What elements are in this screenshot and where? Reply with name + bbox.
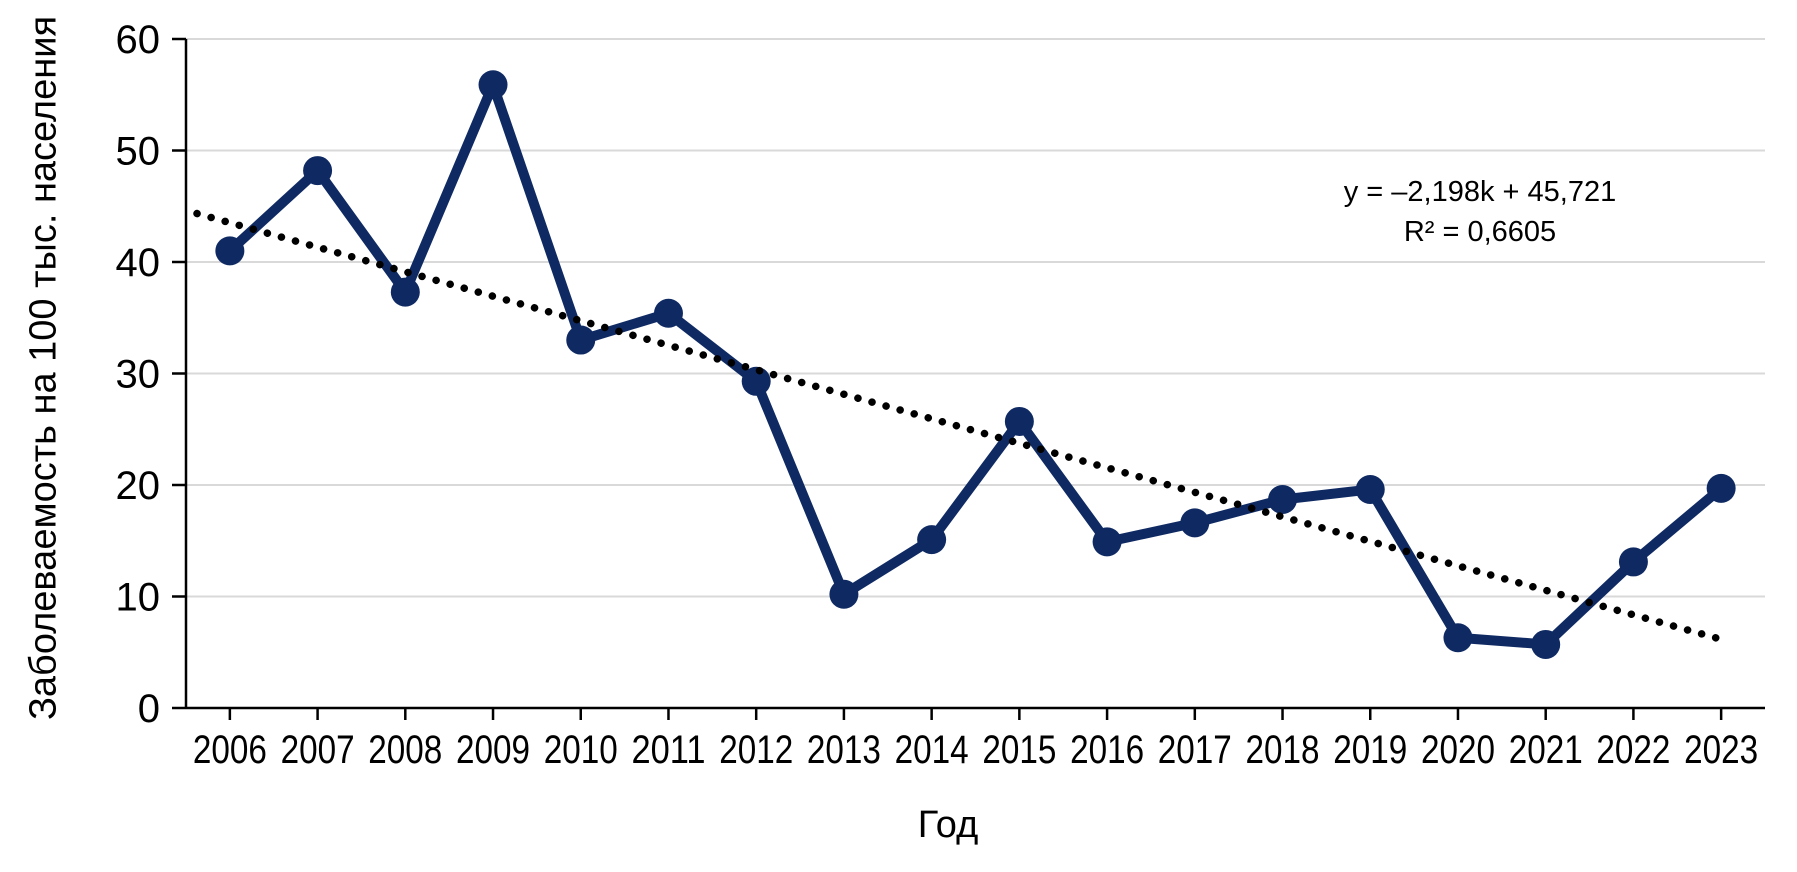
data-point-marker: [566, 325, 596, 355]
x-tick-label: 2013: [807, 728, 881, 772]
y-tick-label: 30: [116, 353, 161, 397]
y-tick-label: 40: [116, 241, 161, 285]
data-point-marker: [1706, 473, 1736, 503]
x-tick-label: 2006: [193, 728, 267, 772]
data-point-marker: [829, 579, 859, 609]
series-line: [224, 79, 1727, 650]
x-tick-label: 2010: [544, 728, 618, 772]
x-tick-label: 2023: [1684, 728, 1758, 772]
x-tick-label: 2017: [1158, 728, 1232, 772]
x-tick-label: 2008: [368, 728, 442, 772]
x-tick-label: 2014: [895, 728, 969, 772]
y-tick-label: 50: [116, 130, 161, 174]
trendline-annotation: y = –2,198k + 45,721 R² = 0,6605: [1344, 172, 1617, 252]
data-point-marker: [653, 298, 683, 328]
data-point-marker: [1355, 474, 1385, 504]
trendline: [193, 209, 1721, 642]
x-tick-label: 2012: [719, 728, 793, 772]
data-point-marker: [1443, 623, 1473, 653]
data-point-marker: [917, 525, 947, 555]
data-point-marker: [1092, 527, 1122, 557]
x-tick-label: 2009: [456, 728, 530, 772]
x-tick-label: 2018: [1246, 728, 1320, 772]
x-tick-label: 2022: [1596, 728, 1670, 772]
data-point-marker: [478, 70, 508, 100]
y-tick-label: 20: [116, 464, 161, 508]
data-point-marker: [303, 156, 333, 186]
data-point-marker: [215, 236, 245, 266]
data-point-marker: [1180, 508, 1210, 538]
y-tick-label: 10: [116, 576, 161, 620]
trendline-r2: R² = 0,6605: [1403, 216, 1557, 248]
x-tick-label: 2015: [982, 728, 1056, 772]
y-axis-title: Заболеваемость на 100 тыс. населения: [22, 15, 65, 721]
x-tick-label: 2019: [1333, 728, 1407, 772]
x-axis-title: Год: [917, 804, 979, 846]
x-tick-label: 2020: [1421, 728, 1495, 772]
data-point-marker: [741, 366, 771, 396]
x-tick-label: 2011: [631, 728, 705, 772]
y-tick-label: 0: [138, 687, 160, 731]
data-point-marker: [390, 277, 420, 307]
trendline-equation: y = –2,198k + 45,721: [1343, 176, 1617, 208]
x-tick-label: 2007: [281, 728, 355, 772]
data-point-marker: [1618, 547, 1648, 577]
y-tick-label: 60: [116, 18, 161, 62]
data-point-marker: [1268, 484, 1298, 514]
data-point-marker: [1004, 406, 1034, 436]
x-tick-label: 2016: [1070, 728, 1144, 772]
data-point-marker: [1531, 629, 1561, 659]
x-tick-label: 2021: [1509, 728, 1583, 772]
